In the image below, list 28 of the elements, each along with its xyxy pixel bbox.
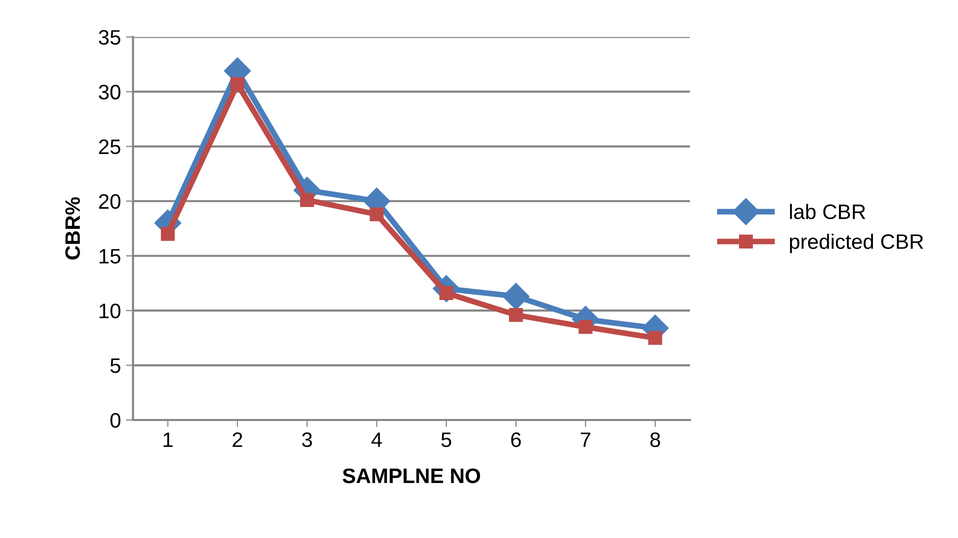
x-tick-label: 1 (164, 432, 173, 447)
legend-label: predicted CBR (790, 234, 924, 254)
y-tick-label: 10 (100, 304, 120, 318)
point (648, 330, 662, 345)
point (230, 77, 244, 91)
x-tick-label: 2 (232, 432, 242, 447)
y-tick-label: 5 (110, 358, 120, 374)
point (578, 320, 593, 334)
y-tick-label: 35 (98, 30, 120, 45)
x-tick-label: 7 (580, 432, 590, 447)
y-tick-label: 0 (110, 413, 120, 428)
point (300, 193, 314, 207)
y-tick-label: 25 (99, 139, 120, 154)
x-axis-title: SAMPLNE NO (342, 468, 480, 484)
legend-label: lab CBR (790, 204, 866, 220)
point (370, 207, 384, 222)
x-tick-label: 6 (511, 432, 521, 448)
point (502, 282, 530, 310)
y-tick-label: 30 (98, 84, 120, 100)
y-tick-label: 15 (100, 249, 120, 264)
point (160, 227, 175, 241)
x-tick-label: 5 (441, 432, 452, 448)
y-tick-label: 20 (99, 194, 120, 209)
x-tick-label: 3 (302, 432, 312, 448)
y-axis-title: CBR% (65, 197, 80, 260)
point (508, 308, 523, 322)
x-tick-label: 8 (650, 432, 660, 448)
x-tick-label: 4 (371, 432, 382, 447)
